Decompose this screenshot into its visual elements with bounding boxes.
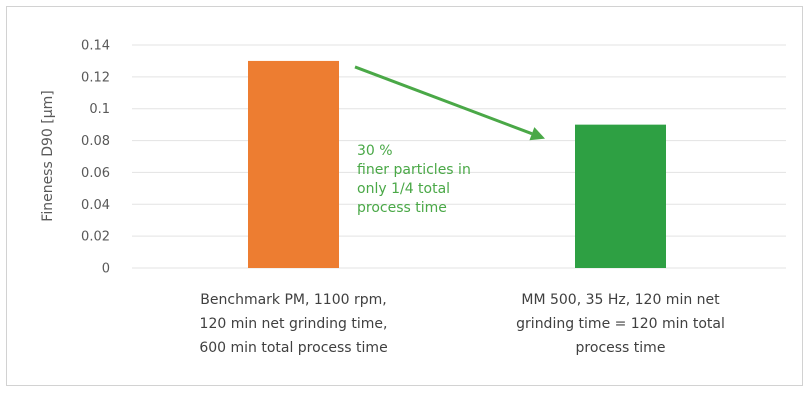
y-tick-label: 0.04	[81, 198, 110, 213]
annotation: 30 % finer particles in only 1/4 total proc…	[354, 65, 545, 216]
y-tick-label: 0	[102, 262, 110, 277]
y-tick-label: 0.06	[81, 166, 110, 181]
y-tick-label: 0.12	[81, 70, 110, 85]
y-axis-label: Fineness D90 [µm]	[40, 90, 56, 221]
gridlines	[132, 44, 786, 269]
annotation-text: process time	[357, 200, 447, 216]
chart-frame	[6, 6, 803, 386]
y-tick-label: 0.02	[81, 230, 110, 245]
bar	[248, 60, 339, 268]
y-tick-label: 0.08	[81, 134, 110, 149]
annotation-text: only 1/4 total	[357, 181, 450, 197]
category-label: Benchmark PM, 1100 rpm,	[200, 292, 386, 308]
annotation-arrowhead	[529, 127, 545, 141]
category-label: MM 500, 35 Hz, 120 min net	[521, 292, 720, 308]
category-label: process time	[576, 340, 666, 356]
y-axis-ticks: 0 0.02 0.04 0.06 0.08 0.1 0.12 0.14	[81, 39, 110, 277]
y-tick-label: 0.1	[89, 102, 110, 117]
bar	[575, 124, 666, 269]
y-tick-label: 0.14	[81, 39, 110, 54]
bars	[248, 60, 666, 269]
annotation-arrow	[354, 65, 533, 136]
category-label: grinding time = 120 min total	[516, 316, 725, 332]
annotation-text: finer particles in	[357, 162, 471, 178]
category-label: 600 min total process time	[199, 340, 387, 356]
annotation-text: 30 %	[357, 143, 393, 159]
category-label: 120 min net grinding time,	[200, 316, 388, 332]
x-axis-categories: Benchmark PM, 1100 rpm, 120 min net grind…	[199, 292, 725, 356]
